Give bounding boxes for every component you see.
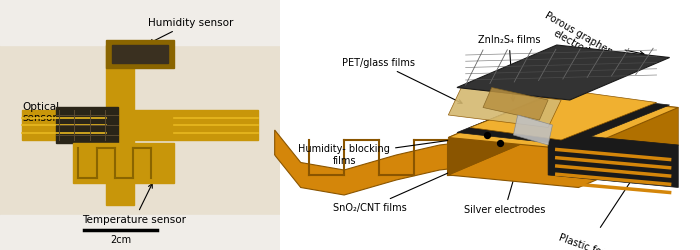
- PathPatch shape: [274, 130, 570, 195]
- Ellipse shape: [50, 228, 90, 250]
- Polygon shape: [548, 132, 678, 188]
- Bar: [0, 215, 280, 250]
- Text: Temperature sensor: Temperature sensor: [83, 184, 186, 225]
- Ellipse shape: [50, 0, 90, 22]
- Bar: [22, 110, 258, 140]
- Bar: [56, 108, 118, 142]
- Polygon shape: [457, 92, 670, 145]
- Text: Humidity sensor: Humidity sensor: [148, 18, 233, 43]
- Bar: [106, 40, 174, 68]
- Polygon shape: [470, 90, 657, 140]
- Ellipse shape: [218, 228, 258, 250]
- Polygon shape: [448, 132, 678, 188]
- Polygon shape: [513, 115, 552, 145]
- Text: PET/glass films: PET/glass films: [342, 58, 462, 103]
- Point: [495, 140, 506, 144]
- Ellipse shape: [0, 0, 34, 22]
- Polygon shape: [548, 95, 678, 145]
- Ellipse shape: [106, 228, 146, 250]
- Bar: [0, 0, 280, 45]
- Ellipse shape: [162, 0, 202, 22]
- Text: Plastic foam: Plastic foam: [557, 178, 633, 250]
- Text: ZnIn₂S₄ films: ZnIn₂S₄ films: [478, 35, 540, 101]
- Polygon shape: [457, 45, 670, 100]
- Text: Humidity- blocking
films: Humidity- blocking films: [298, 134, 484, 166]
- Polygon shape: [483, 88, 548, 120]
- Ellipse shape: [106, 0, 146, 22]
- Polygon shape: [448, 95, 548, 175]
- Text: SnO₂/CNT films: SnO₂/CNT films: [333, 159, 480, 212]
- Text: 2cm: 2cm: [110, 235, 131, 245]
- Bar: [106, 45, 134, 205]
- Point: [482, 133, 493, 137]
- Ellipse shape: [218, 0, 258, 22]
- Bar: [112, 45, 168, 62]
- Text: Optical
sensor: Optical sensor: [22, 102, 80, 123]
- Ellipse shape: [0, 228, 34, 250]
- Text: Silver electrodes: Silver electrodes: [464, 139, 545, 215]
- Ellipse shape: [162, 228, 202, 250]
- Polygon shape: [448, 88, 561, 128]
- Text: Porous graphene
electrodes: Porous graphene electrodes: [538, 10, 644, 70]
- Polygon shape: [448, 95, 678, 150]
- Bar: [73, 142, 174, 182]
